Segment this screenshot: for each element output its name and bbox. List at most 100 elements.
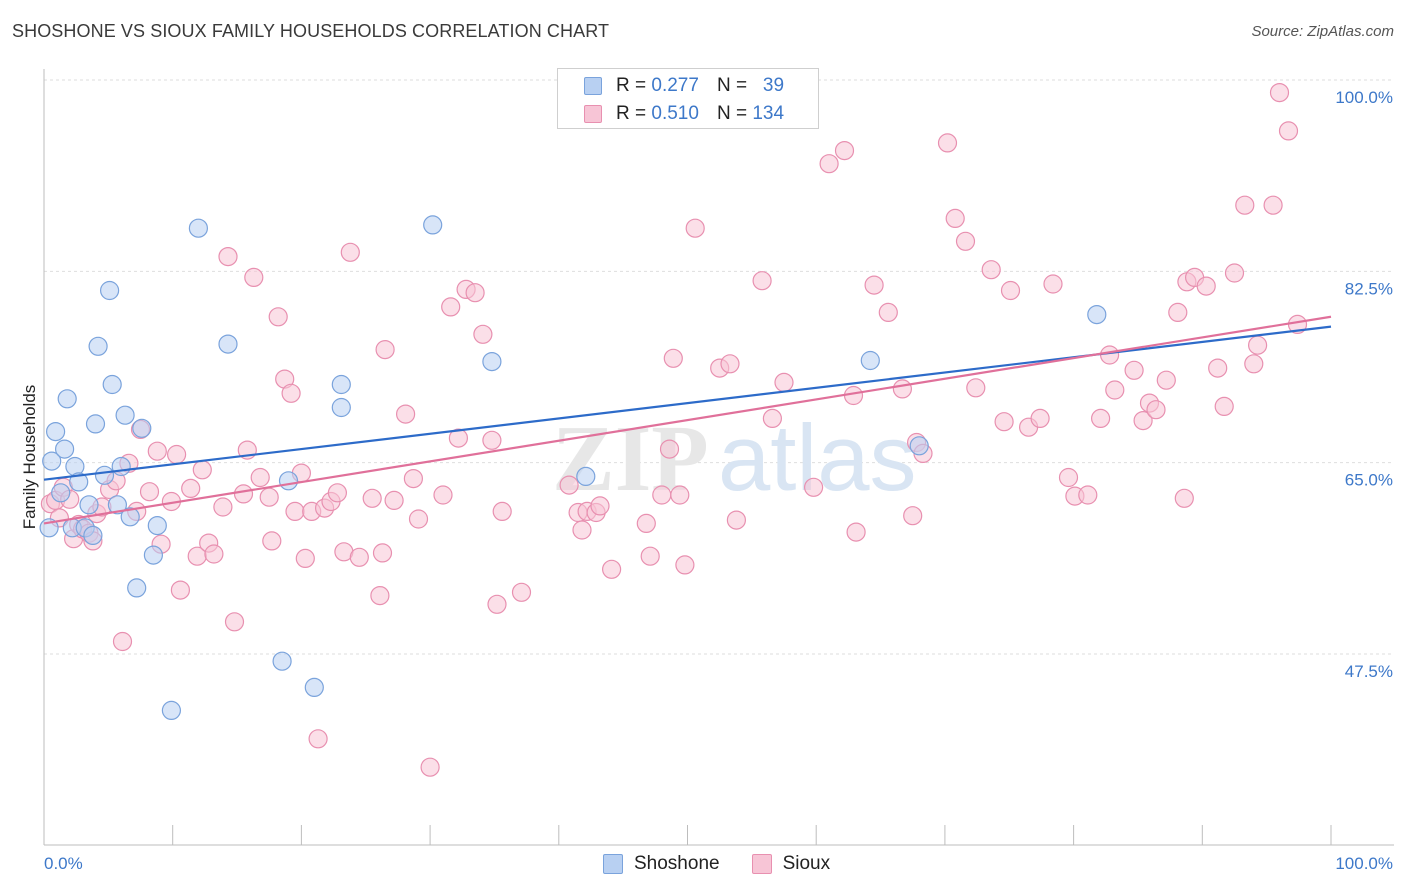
sioux-point [1174,488,1194,508]
shoshone-point [102,374,122,395]
shoshone-point [45,422,66,442]
sioux-point [663,348,683,368]
sioux-point [945,208,965,228]
shoshone-legend-swatch [603,854,623,874]
sioux-point [559,475,579,495]
sioux-point [640,546,660,566]
x-tick-label: 0.0% [44,854,83,873]
sioux-point [892,379,913,399]
sioux-n-label: N = [716,103,748,124]
sioux-point [327,483,347,503]
shoshone-point [69,472,89,492]
sioux-point [408,509,429,529]
sioux-point [308,729,328,749]
sioux-point [482,430,502,450]
sioux-point [846,522,866,542]
sioux-point [268,307,288,327]
shoshone-point [576,466,596,486]
shoshone-point [909,436,929,456]
sioux-point [1030,408,1050,428]
sioux-trend-line [43,315,1332,525]
stats-legend: R = 0.277 N = 39 R = 0.510 N = 134 [557,68,819,129]
sioux-point [1058,467,1079,488]
shoshone-point [79,495,99,515]
sioux-point [340,242,360,262]
sioux-point [1244,354,1264,374]
sioux-point [259,487,279,507]
sioux-point [362,488,382,508]
sioux-point [1105,380,1125,400]
sioux-point [147,441,167,461]
series-legend: Shoshone Sioux [603,851,862,877]
y-tick-label: 82.5% [1345,279,1393,298]
shoshone-point [188,218,208,238]
x-tick-label: 100.0% [1335,854,1393,873]
sioux-point [1099,345,1120,365]
sioux-point [204,544,224,564]
sioux-point [685,218,705,238]
shoshone-point [423,215,443,235]
sioux-point [1214,396,1234,416]
legend-row-sioux: R = 0.510 N = 134 [584,102,784,126]
sioux-point [1000,280,1021,301]
sioux-point [465,283,485,303]
sioux-point [955,231,976,251]
sioux-point [295,548,315,569]
sioux-point [262,531,282,551]
shoshone-point [85,414,106,434]
chart-title: SHOSHONE VS SIOUX FAMILY HOUSEHOLDS CORR… [12,21,610,41]
shoshone-point [107,495,128,515]
sioux-point [601,559,622,579]
legend-item-sioux: Sioux [751,853,831,875]
sioux-point [1247,335,1268,355]
shoshone-point [120,507,140,527]
legend-row-shoshone: R = 0.277 N = 39 [584,74,784,98]
shoshone-point [1087,305,1107,325]
sioux-point [420,757,440,777]
sioux-point [372,543,393,563]
sioux-point [1078,485,1098,505]
trend-lines [43,315,1332,525]
shoshone-point [88,336,108,356]
sioux-point [981,260,1001,280]
shoshone-point [304,677,324,698]
shoshone-point [860,350,880,371]
sioux-point [224,612,245,632]
sioux-points [40,82,1308,777]
sioux-point [864,275,884,295]
sioux-point [181,478,201,498]
sioux-n-value: 134 [752,103,785,124]
sioux-point [487,594,507,614]
sioux-point [1043,274,1063,294]
shoshone-point [111,456,131,477]
shoshone-n-value: 39 [762,75,785,96]
sioux-point [218,247,238,267]
shoshone-point [272,651,292,671]
sioux-point [572,520,592,540]
sioux-point [878,302,898,322]
sioux-legend-label: Sioux [782,853,831,874]
shoshone-point [161,700,181,721]
sioux-point [590,496,610,516]
sioux-point [139,482,160,502]
sioux-point [659,439,680,459]
sioux-point [1168,302,1188,322]
sioux-point [448,428,468,448]
sioux-point [349,547,369,567]
sioux-point [1133,411,1153,431]
sioux-point [384,490,404,510]
sioux-point [441,297,461,317]
sioux-point [403,469,423,489]
sioux-point [167,444,187,465]
shoshone-point [331,397,351,418]
shoshone-point [115,405,135,425]
sioux-r-label: R = [616,103,647,124]
sioux-point [250,467,270,488]
sioux-point [244,267,264,287]
shoshone-legend-label: Shoshone [634,853,720,874]
source-note: Source: ZipAtlas.com [1251,23,1394,40]
shoshone-point [94,465,115,485]
sioux-point [720,354,740,374]
sioux-point [652,485,672,505]
sioux-point [192,460,212,480]
